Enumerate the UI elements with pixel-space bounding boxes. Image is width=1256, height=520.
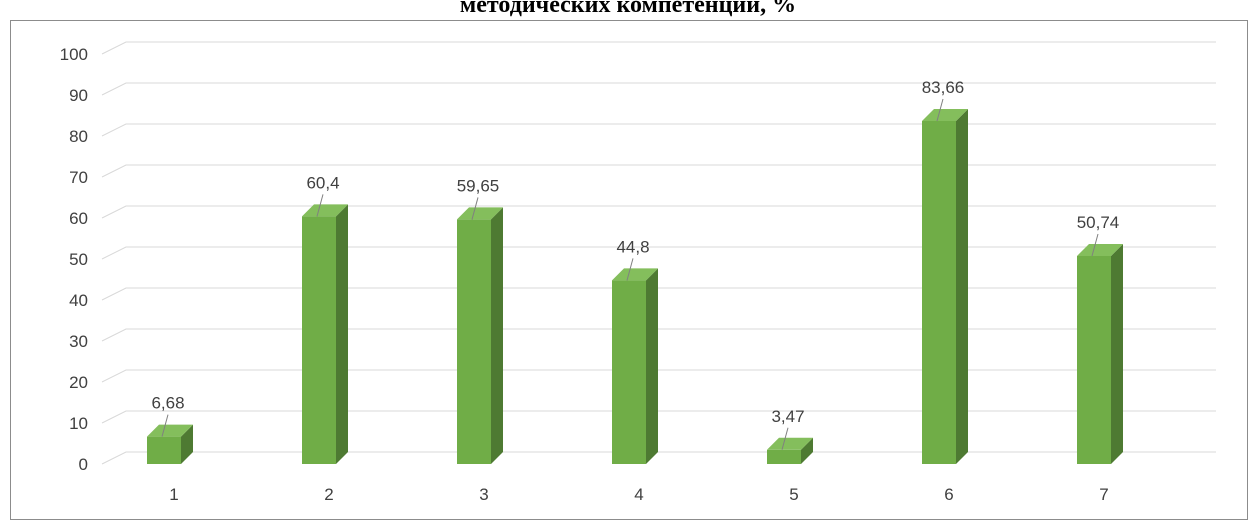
bar bbox=[767, 437, 813, 464]
bar-front bbox=[922, 120, 956, 464]
x-tick-label: 1 bbox=[169, 485, 178, 504]
data-label: 6,68 bbox=[151, 394, 184, 413]
y-tick-label: 20 bbox=[69, 373, 88, 392]
bar-side bbox=[801, 437, 813, 464]
bar-top bbox=[302, 204, 348, 217]
y-axis-ticks: 0 10 20 30 40 50 60 70 80 90 100 bbox=[60, 45, 88, 474]
gridline bbox=[101, 82, 1216, 96]
data-labels: 6,68 60,4 59,65 44,8 3,47 83,66 50,74 bbox=[151, 78, 1119, 450]
bar-front bbox=[302, 216, 336, 464]
y-tick-label: 90 bbox=[69, 86, 88, 105]
bar-top bbox=[922, 108, 968, 121]
x-tick-label: 4 bbox=[634, 485, 643, 504]
bar-side bbox=[956, 108, 968, 464]
bar-side bbox=[491, 207, 503, 464]
leader-line bbox=[781, 427, 789, 450]
bar-side bbox=[336, 204, 348, 465]
y-tick-label: 70 bbox=[69, 168, 88, 187]
bar-front bbox=[147, 436, 181, 464]
y-tick-label: 50 bbox=[69, 250, 88, 269]
data-label: 44,8 bbox=[616, 237, 649, 256]
bar bbox=[457, 207, 503, 464]
leader-line bbox=[471, 197, 479, 220]
y-tick-label: 60 bbox=[69, 209, 88, 228]
y-tick-label: 40 bbox=[69, 291, 88, 310]
y-tick-label: 100 bbox=[60, 45, 88, 64]
bar-top bbox=[147, 424, 193, 437]
x-axis-ticks: 1 2 3 4 5 6 7 bbox=[169, 485, 1108, 504]
leader-line bbox=[1091, 233, 1099, 257]
bar-top bbox=[767, 437, 813, 450]
bars bbox=[147, 108, 1123, 465]
bar-top bbox=[612, 268, 658, 281]
gridline bbox=[101, 41, 1216, 55]
gridline bbox=[101, 369, 1216, 383]
y-tick-label: 30 bbox=[69, 332, 88, 351]
data-label: 3,47 bbox=[771, 407, 804, 426]
bar-top bbox=[457, 207, 503, 220]
gridline bbox=[101, 410, 1216, 424]
leader-line bbox=[936, 98, 944, 122]
x-tick-label: 7 bbox=[1099, 485, 1108, 504]
bar bbox=[1077, 243, 1123, 464]
y-tick-label: 10 bbox=[69, 414, 88, 433]
gridline bbox=[101, 205, 1216, 219]
bar-top bbox=[1077, 243, 1123, 256]
x-tick-label: 2 bbox=[324, 485, 333, 504]
y-tick-label: 80 bbox=[69, 127, 88, 146]
x-tick-label: 3 bbox=[479, 485, 488, 504]
chart-title: методических компетенций, % bbox=[459, 0, 797, 18]
gridline bbox=[101, 246, 1216, 260]
leader-line bbox=[316, 194, 324, 217]
gridline bbox=[101, 451, 1216, 465]
bar bbox=[922, 108, 968, 464]
gridline bbox=[101, 328, 1216, 342]
bar-front bbox=[1077, 255, 1111, 464]
bar bbox=[147, 424, 193, 464]
bar-side bbox=[181, 424, 193, 464]
y-tick-label: 0 bbox=[79, 455, 88, 474]
bar-front bbox=[767, 449, 801, 464]
data-label: 60,4 bbox=[306, 173, 339, 192]
x-tick-label: 6 bbox=[944, 485, 953, 504]
leader-line bbox=[161, 414, 169, 437]
data-label: 59,65 bbox=[457, 176, 500, 195]
data-label: 83,66 bbox=[922, 78, 965, 97]
bar-front bbox=[612, 280, 646, 464]
bar-side bbox=[1111, 243, 1123, 464]
gridline bbox=[101, 164, 1216, 178]
gridline bbox=[101, 287, 1216, 301]
leader-line bbox=[626, 258, 634, 281]
gridlines bbox=[101, 41, 1216, 465]
gridline bbox=[101, 123, 1216, 137]
bar bbox=[612, 268, 658, 464]
bar-front bbox=[457, 219, 491, 464]
data-label: 50,74 bbox=[1077, 213, 1120, 232]
bar-side bbox=[646, 268, 658, 464]
bar bbox=[302, 204, 348, 465]
x-tick-label: 5 bbox=[789, 485, 798, 504]
